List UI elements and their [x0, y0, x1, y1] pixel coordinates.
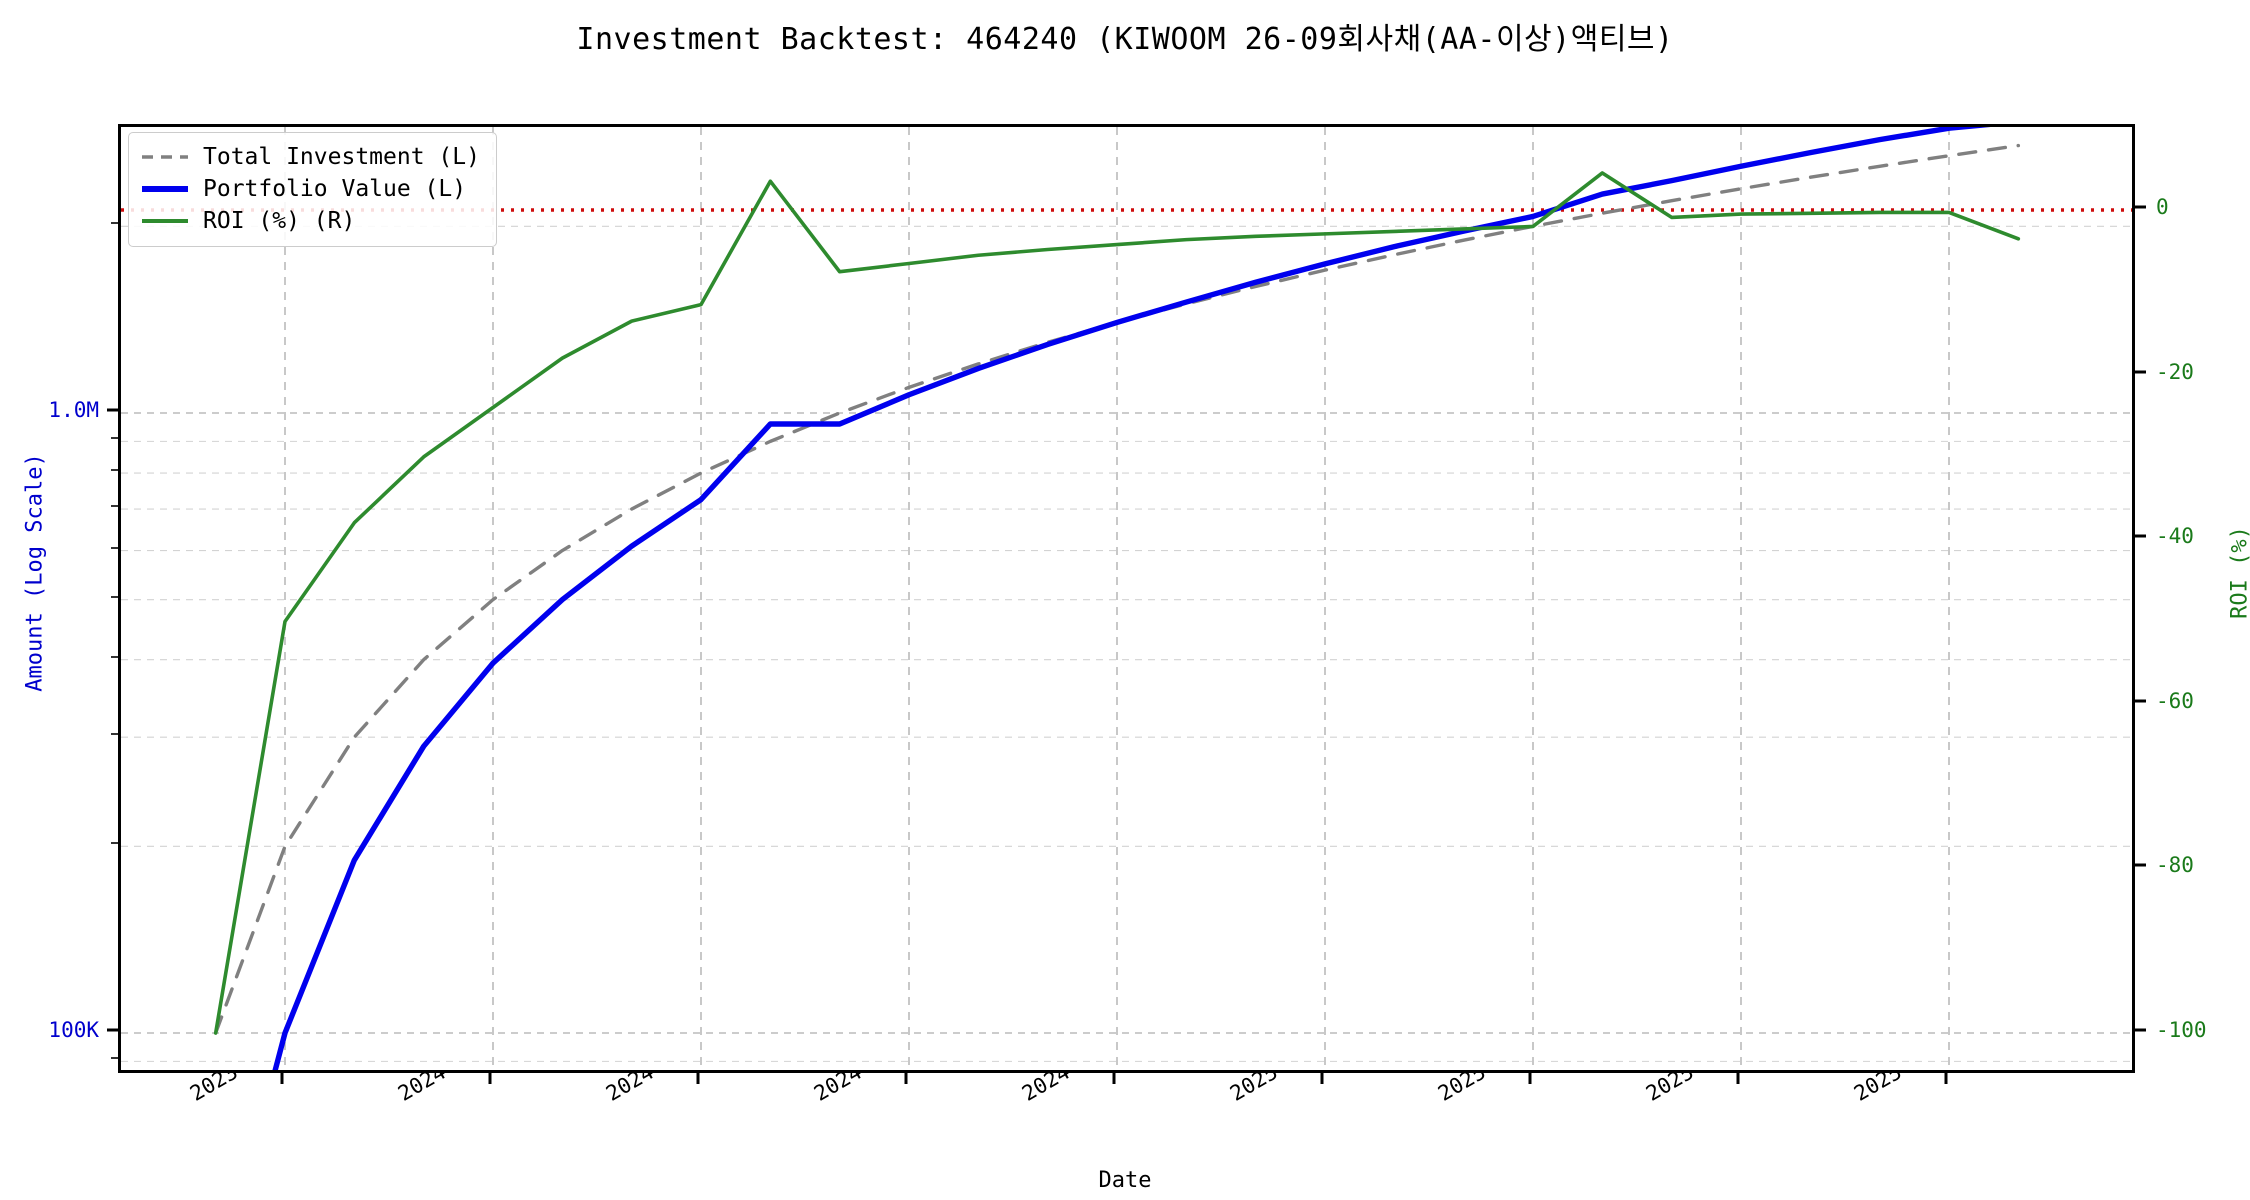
right-tick-label--40: -40: [2156, 524, 2194, 549]
left-tick-mark-800000: [111, 469, 118, 472]
left-tick-mark-900000: [111, 437, 118, 440]
grid-lines: [121, 127, 2132, 1070]
left-tick-mark-700000: [111, 505, 118, 508]
left-tick-label-1000000: 1.0M: [48, 398, 99, 422]
right-axis-title: ROI (%): [2227, 526, 2250, 619]
legend-item-1[interactable]: Portfolio Value (L): [141, 173, 480, 205]
right-tick-mark--20: [2135, 370, 2146, 374]
left-tick-mark-600000: [111, 546, 118, 549]
x-tick-mark-2025-10: [1944, 1073, 1948, 1084]
legend-swatch-icon-0: [141, 146, 189, 168]
left-tick-mark-2000000: [111, 222, 118, 225]
right-tick-label--80: -80: [2156, 853, 2194, 878]
right-tick-label-0: 0: [2156, 195, 2169, 219]
legend-label-2: ROI (%) (R): [203, 207, 356, 234]
left-axis-title: Amount (Log Scale): [22, 453, 48, 692]
right-tick-mark--80: [2135, 863, 2146, 867]
x-tick-mark-2024-10: [1112, 1073, 1116, 1084]
left-tick-mark-1000000: [107, 408, 118, 412]
left-tick-mark-100000: [107, 1028, 118, 1032]
right-tick-mark-0: [2135, 205, 2146, 209]
legend-swatch-icon-2: [141, 210, 189, 232]
right-tick-mark--100: [2135, 1028, 2146, 1032]
right-tick-label--100: -100: [2156, 1018, 2207, 1042]
x-tick-mark-2025-07: [1736, 1073, 1740, 1084]
x-tick-mark-2025-04: [1528, 1073, 1532, 1084]
left-tick-mark-90000: [111, 1057, 118, 1060]
right-tick-label--20: -20: [2156, 359, 2194, 384]
chart-legend[interactable]: Total Investment (L) Portfolio Value (L) R…: [128, 132, 497, 247]
plot-inner: [121, 127, 2132, 1070]
legend-item-2[interactable]: ROI (%) (R): [141, 205, 480, 237]
legend-label-0: Total Investment (L): [203, 143, 480, 170]
right-tick-mark--60: [2135, 699, 2146, 703]
x-tick-mark-2024-04: [696, 1073, 700, 1084]
right-tick-mark--40: [2135, 534, 2146, 538]
plot-area: [118, 124, 2135, 1073]
x-axis-title: Date: [1098, 1168, 1152, 1193]
x-tick-mark-2024-07: [904, 1073, 908, 1084]
legend-swatch-icon-1: [141, 178, 189, 200]
page-title: Investment Backtest: 464240 (KIWOOM 26-0…: [576, 22, 1674, 57]
left-tick-mark-300000: [111, 733, 118, 736]
series-lines: [213, 127, 2021, 1070]
left-tick-mark-500000: [111, 595, 118, 598]
left-tick-mark-400000: [111, 655, 118, 658]
x-tick-mark-2023-10: [280, 1073, 284, 1084]
left-tick-mark-200000: [111, 842, 118, 845]
legend-item-0[interactable]: Total Investment (L): [141, 141, 480, 173]
x-tick-mark-2025-01: [1320, 1073, 1324, 1084]
legend-label-1: Portfolio Value (L): [203, 175, 467, 202]
right-tick-label--60: -60: [2156, 688, 2194, 713]
left-tick-label-100000: 100K: [48, 1018, 99, 1042]
x-tick-mark-2024-01: [488, 1073, 492, 1084]
